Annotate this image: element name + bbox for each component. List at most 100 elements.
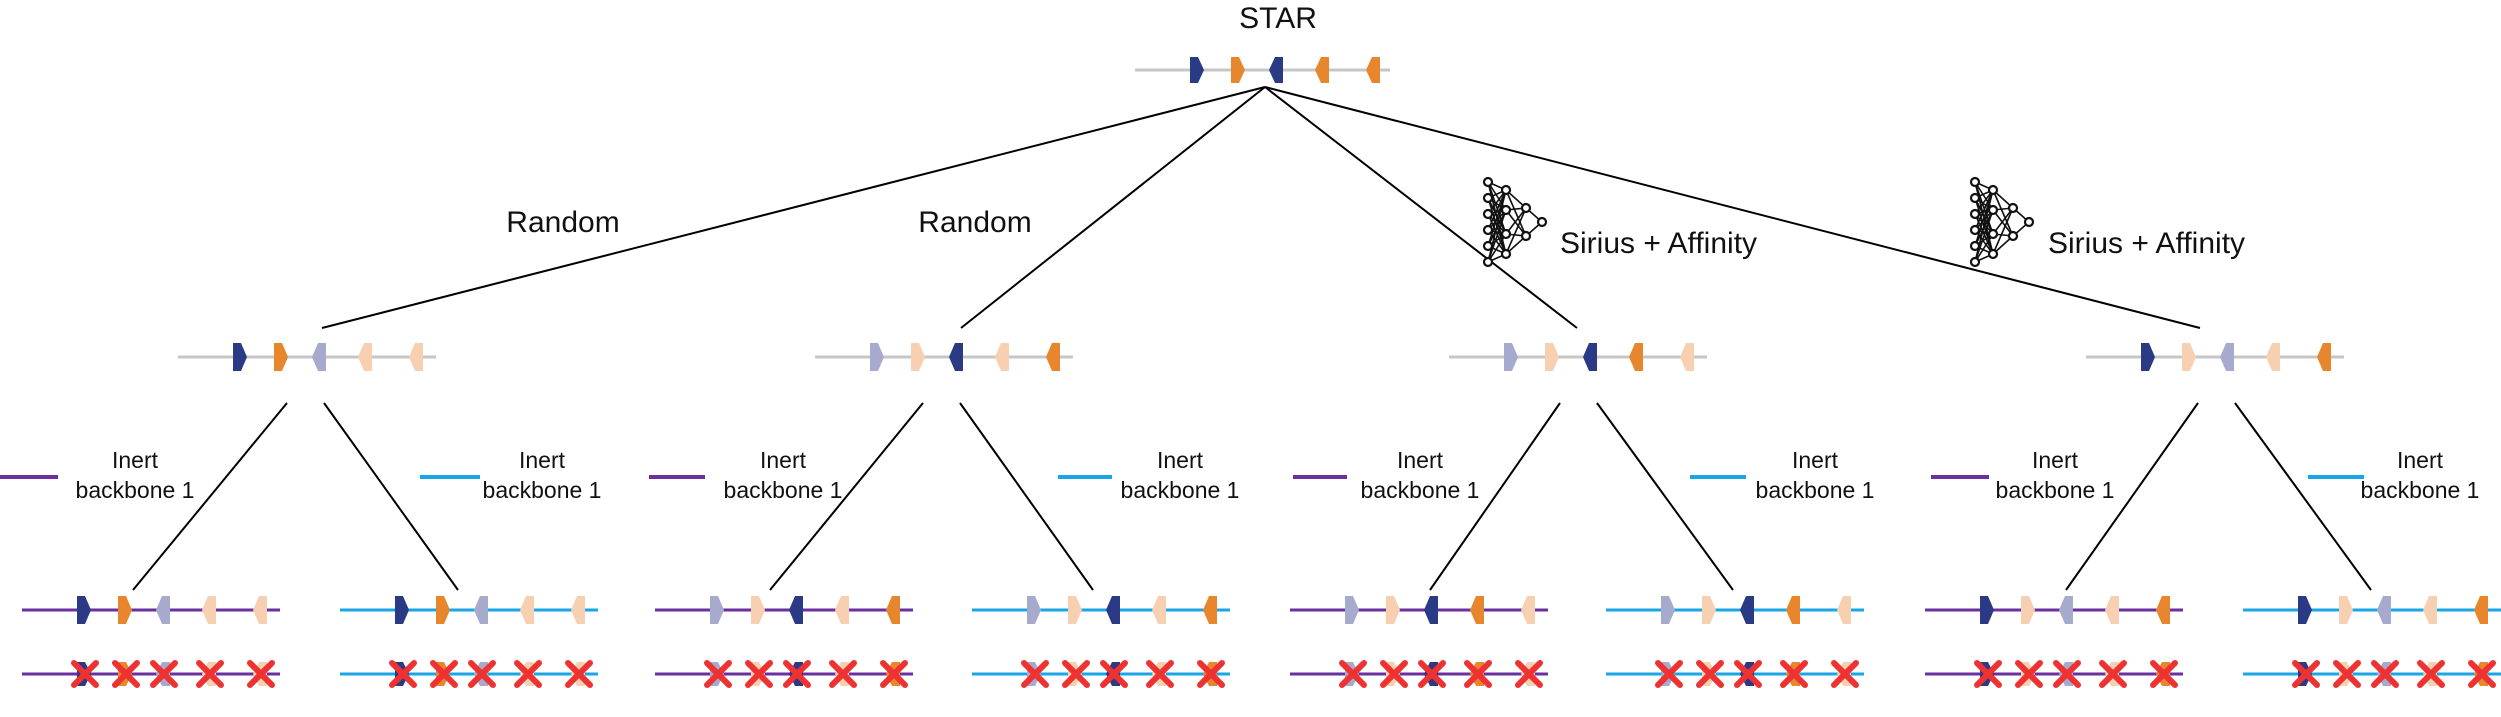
- net-node: [2007, 202, 2019, 214]
- construct-cyan-2: [972, 596, 1230, 624]
- net-node: [1536, 216, 1548, 228]
- x-stroke: [112, 660, 140, 688]
- x-stroke: [2417, 660, 2445, 688]
- net-node: [1482, 256, 1494, 268]
- module-light-blue: [710, 596, 724, 624]
- x-stroke: [880, 660, 908, 688]
- x-mark-icon: [468, 660, 496, 688]
- x-stroke: [2468, 660, 2496, 688]
- net-node: [1520, 230, 1532, 242]
- x-stroke: [1696, 660, 1724, 688]
- tree-edges: [132, 86, 2372, 591]
- module-light-blue: [2220, 343, 2234, 371]
- x-mark-icon: [1974, 660, 2002, 688]
- net-node: [2023, 216, 2035, 228]
- module-orange: [1203, 596, 1217, 624]
- x-stroke: [1464, 660, 1492, 688]
- level1-construct-3: [1449, 343, 1707, 371]
- edge-root-to-level1-4: [1264, 86, 2201, 329]
- module-dark-blue: [1190, 57, 1204, 83]
- root-title: STAR: [1239, 2, 1317, 35]
- x-stroke: [1831, 660, 1859, 688]
- knockout-cyan-1: [340, 660, 598, 688]
- neural-network-icon: [1969, 176, 2035, 268]
- module-orange: [1366, 57, 1380, 83]
- net-edge: [1487, 181, 1507, 235]
- branch-2-method-label: Random: [918, 206, 1031, 239]
- x-mark-icon: [704, 660, 732, 688]
- x-mark-icon: [1062, 660, 1090, 688]
- net-node: [1969, 192, 1981, 204]
- inert-label-3a-line1: Inert: [1397, 447, 1444, 473]
- x-mark-icon: [2371, 660, 2399, 688]
- x-mark-icon: [389, 660, 417, 688]
- net-node: [1500, 248, 1512, 260]
- net-edge: [1505, 209, 1527, 237]
- inert-label-2b-line2: backbone 1: [1121, 477, 1240, 503]
- x-mark-icon: [1418, 660, 1446, 688]
- module-peach: [1386, 596, 1400, 624]
- net-node: [1500, 228, 1512, 240]
- x-stroke: [71, 660, 99, 688]
- module-peach: [835, 596, 849, 624]
- x-stroke: [2015, 660, 2043, 688]
- x-mark-icon: [2468, 660, 2496, 688]
- inert-label-4a-line2: backbone 1: [1996, 477, 2115, 503]
- module-orange: [2474, 596, 2488, 624]
- x-mark-icon: [1831, 660, 1859, 688]
- module-orange: [118, 596, 132, 624]
- module-orange: [274, 343, 288, 371]
- net-edge: [1487, 233, 1507, 263]
- edge-level1-1-to-cyan: [323, 402, 459, 591]
- net-edge: [1992, 189, 2014, 237]
- net-edge: [1505, 207, 1527, 235]
- net-edge: [1974, 233, 1994, 263]
- x-stroke: [829, 660, 857, 688]
- edge-level1-2-to-purple: [769, 402, 924, 591]
- edge-root-to-level1-2: [960, 86, 1266, 329]
- inert-label-4b-line2: backbone 1: [2361, 477, 2480, 503]
- x-stroke: [1734, 660, 1762, 688]
- module-dark-blue: [789, 596, 803, 624]
- x-stroke: [1515, 660, 1543, 688]
- x-mark-icon: [1734, 660, 1762, 688]
- module-light-blue: [474, 596, 488, 624]
- net-node: [1987, 204, 1999, 216]
- inert-label-2a-line2: backbone 1: [724, 477, 843, 503]
- module-orange: [2317, 343, 2331, 371]
- module-peach: [2266, 343, 2280, 371]
- module-light-blue: [312, 343, 326, 371]
- x-stroke: [783, 660, 811, 688]
- module-orange: [2156, 596, 2170, 624]
- module-peach: [1068, 596, 1082, 624]
- x-stroke: [1380, 660, 1408, 688]
- x-mark-icon: [2150, 660, 2178, 688]
- net-edge: [1992, 207, 2014, 235]
- edge-root-to-level1-3: [1264, 86, 1578, 329]
- net-node: [1969, 208, 1981, 220]
- x-stroke: [745, 660, 773, 688]
- branch-3-method-label: Sirius + Affinity: [1560, 227, 1757, 260]
- x-mark-icon: [1100, 660, 1128, 688]
- x-stroke: [2053, 660, 2081, 688]
- construct-cyan-4: [2243, 596, 2501, 624]
- module-peach: [1545, 343, 1559, 371]
- module-peach: [995, 343, 1009, 371]
- module-dark-blue: [949, 343, 963, 371]
- x-stroke: [468, 660, 496, 688]
- net-node: [1987, 184, 1999, 196]
- module-orange: [1046, 343, 1060, 371]
- branch-1-method-label: Random: [506, 206, 619, 239]
- x-mark-icon: [1655, 660, 1683, 688]
- knockout-cyan-3: [1606, 660, 1864, 688]
- inert-label-2a-line1: Inert: [760, 447, 807, 473]
- module-light-blue: [1661, 596, 1675, 624]
- net-edge: [1992, 209, 2014, 237]
- x-mark-icon: [565, 660, 593, 688]
- module-orange: [436, 596, 450, 624]
- module-dark-blue: [395, 596, 409, 624]
- module-orange: [1786, 596, 1800, 624]
- module-peach: [1680, 343, 1694, 371]
- construct-purple-1: [22, 596, 280, 624]
- net-node: [1969, 224, 1981, 236]
